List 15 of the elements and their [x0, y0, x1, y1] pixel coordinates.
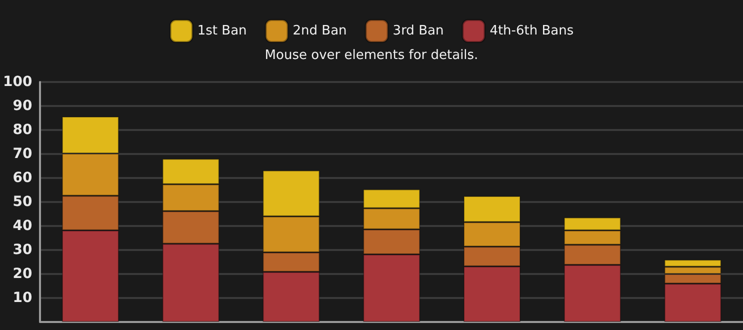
y-tick-label: 100 — [2, 74, 32, 90]
y-tick-label: 60 — [12, 170, 32, 186]
legend-label: 3rd Ban — [392, 24, 444, 38]
y-tick-label: 70 — [12, 146, 32, 162]
legend-label: 2nd Ban — [292, 24, 347, 38]
legend-label: 1st Ban — [197, 24, 247, 38]
y-tick-label: 80 — [12, 122, 32, 138]
y-tick-label: 90 — [12, 98, 32, 114]
y-tick-label: 10 — [12, 290, 32, 306]
y-tick-label: 50 — [12, 194, 32, 210]
y-tick-label: 20 — [12, 266, 32, 282]
legend-label: 4th-6th Bans — [490, 24, 574, 38]
chart-subtitle: Mouse over elements for details. — [264, 48, 478, 63]
y-tick-label: 40 — [12, 218, 32, 234]
y-tick-label: 30 — [12, 242, 32, 258]
